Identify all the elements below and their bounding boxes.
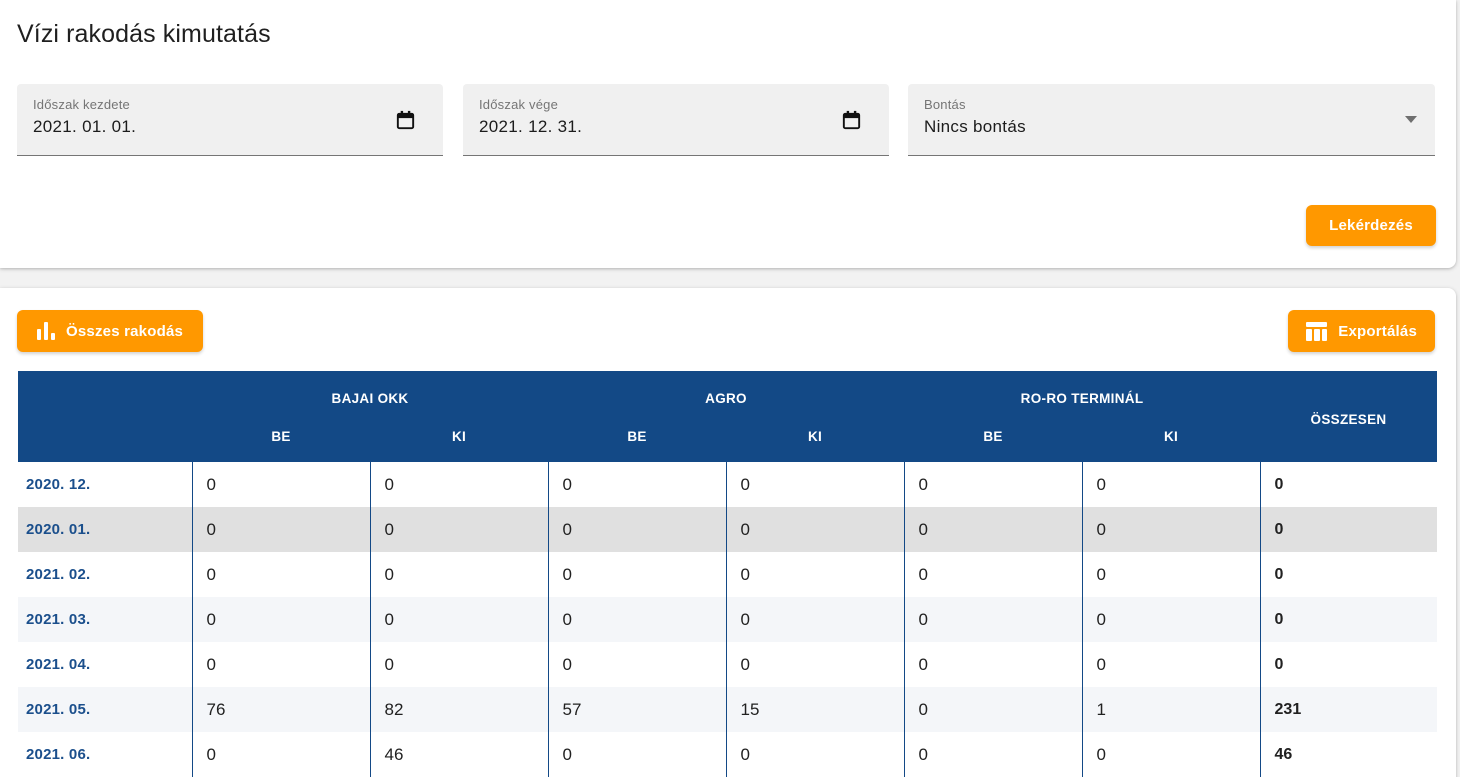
start-date-value[interactable]: 2021. 01. 01.: [33, 117, 137, 136]
value-cell: 0: [191, 732, 370, 777]
value-cell: 0: [725, 642, 905, 687]
bar-chart-icon: [37, 322, 55, 340]
breakdown-select[interactable]: Bontás Nincs bontás: [908, 84, 1435, 156]
value-cell: 15: [725, 687, 905, 732]
value-cell: 0: [547, 507, 726, 552]
value-cell: 0: [903, 462, 1083, 507]
table-row[interactable]: 2020. 12. 0 0 0 0 0 0 0: [18, 462, 1438, 507]
sub-header-ki: KI: [1082, 419, 1261, 462]
group-header-bajai-okk: BAJAI OKK: [192, 371, 548, 419]
breakdown-label: Bontás: [924, 97, 966, 112]
chevron-down-icon[interactable]: [1405, 116, 1417, 123]
sub-header-be: BE: [548, 419, 726, 462]
value-cell: 57: [547, 687, 726, 732]
value-cell: 0: [1081, 597, 1261, 642]
value-cell: 0: [1081, 732, 1261, 777]
table-row[interactable]: 2021. 03. 0 0 0 0 0 0 0: [18, 597, 1438, 642]
value-cell: 0: [547, 732, 726, 777]
filter-card: Vízi rakodás kimutatás Időszak kezdete 2…: [0, 0, 1456, 268]
report-table-body: 2020. 12. 0 0 0 0 0 0 0 2020. 01. 0 0 0 0 0 0 0 2021. 02…: [18, 462, 1438, 777]
row-total-cell: 0: [1259, 597, 1438, 642]
export-button[interactable]: Exportálás: [1288, 310, 1435, 352]
table-row[interactable]: 2021. 04. 0 0 0 0 0 0 0: [18, 642, 1438, 687]
start-date-field[interactable]: Időszak kezdete 2021. 01. 01.: [17, 84, 443, 156]
period-column-header: [18, 371, 192, 462]
value-cell: 0: [191, 642, 370, 687]
value-cell: 0: [369, 462, 548, 507]
table-icon: [1306, 321, 1328, 341]
row-period-label: 2021. 03.: [26, 611, 91, 628]
value-cell: 0: [903, 507, 1083, 552]
row-period-label: 2021. 06.: [26, 746, 91, 763]
value-cell: 0: [547, 462, 726, 507]
sub-header-be: BE: [904, 419, 1083, 462]
value-cell: 46: [369, 732, 548, 777]
value-cell: 1: [1081, 687, 1261, 732]
group-header-agro: AGRO: [548, 371, 905, 419]
value-cell: 0: [725, 507, 905, 552]
value-cell: 0: [1081, 462, 1261, 507]
value-cell: 82: [369, 687, 548, 732]
sub-header-ki: KI: [370, 419, 548, 462]
value-cell: 0: [547, 642, 726, 687]
value-cell: 0: [903, 597, 1083, 642]
value-cell: 0: [903, 732, 1083, 777]
value-cell: 0: [369, 507, 548, 552]
value-cell: 0: [369, 642, 548, 687]
value-cell: 76: [191, 687, 370, 732]
calendar-icon[interactable]: [840, 109, 863, 132]
value-cell: 0: [547, 597, 726, 642]
table-row[interactable]: 2020. 01. 0 0 0 0 0 0 0: [18, 507, 1438, 552]
row-total-cell: 0: [1259, 642, 1438, 687]
total-loading-button-label: Összes rakodás: [66, 322, 184, 340]
table-row[interactable]: 2021. 02. 0 0 0 0 0 0 0: [18, 552, 1438, 597]
row-total-cell: 231: [1259, 687, 1438, 732]
value-cell: 0: [191, 552, 370, 597]
value-cell: 0: [725, 597, 905, 642]
end-date-field[interactable]: Időszak vége 2021. 12. 31.: [463, 84, 889, 156]
value-cell: 0: [547, 552, 726, 597]
value-cell: 0: [903, 687, 1083, 732]
query-button[interactable]: Lekérdezés: [1306, 205, 1436, 246]
value-cell: 0: [191, 507, 370, 552]
total-loading-button[interactable]: Összes rakodás: [17, 310, 204, 352]
table-row[interactable]: 2021. 05. 76 82 57 15 0 1 231: [18, 687, 1438, 732]
row-period-label: 2021. 02.: [26, 566, 91, 583]
calendar-icon[interactable]: [394, 109, 417, 132]
start-date-label: Időszak kezdete: [33, 97, 130, 112]
sub-header-ki: KI: [726, 419, 905, 462]
row-total-cell: 0: [1259, 462, 1438, 507]
value-cell: 0: [1081, 552, 1261, 597]
row-total-cell: 0: [1259, 507, 1438, 552]
export-button-label: Exportálás: [1338, 322, 1417, 340]
report-table: BAJAI OKK AGRO RO-RO TERMINÁL ÖSSZESEN B…: [18, 371, 1438, 777]
end-date-value[interactable]: 2021. 12. 31.: [479, 117, 583, 136]
value-cell: 0: [725, 462, 905, 507]
value-cell: 0: [369, 597, 548, 642]
value-cell: 0: [369, 552, 548, 597]
row-total-cell: 0: [1259, 552, 1438, 597]
row-period-label: 2020. 01.: [26, 521, 91, 538]
sub-header-be: BE: [192, 419, 370, 462]
end-date-label: Időszak vége: [479, 97, 559, 112]
row-period-label: 2020. 12.: [26, 476, 91, 493]
value-cell: 0: [725, 732, 905, 777]
report-card: Összes rakodás Exportálás BAJAI OKK AGRO…: [0, 288, 1456, 777]
value-cell: 0: [903, 642, 1083, 687]
row-total-cell: 46: [1259, 732, 1438, 777]
row-period-label: 2021. 05.: [26, 701, 91, 718]
total-column-header: ÖSSZESEN: [1260, 371, 1438, 462]
value-cell: 0: [903, 552, 1083, 597]
value-cell: 0: [1081, 642, 1261, 687]
query-button-label: Lekérdezés: [1329, 217, 1413, 234]
value-cell: 0: [1081, 507, 1261, 552]
value-cell: 0: [191, 597, 370, 642]
group-header-ro-ro-terminal: RO-RO TERMINÁL: [904, 371, 1261, 419]
value-cell: 0: [191, 462, 370, 507]
breakdown-value[interactable]: Nincs bontás: [924, 117, 1026, 136]
row-period-label: 2021. 04.: [26, 656, 91, 673]
page-title: Vízi rakodás kimutatás: [17, 20, 271, 48]
value-cell: 0: [725, 552, 905, 597]
table-row[interactable]: 2021. 06. 0 46 0 0 0 0 46: [18, 732, 1438, 777]
